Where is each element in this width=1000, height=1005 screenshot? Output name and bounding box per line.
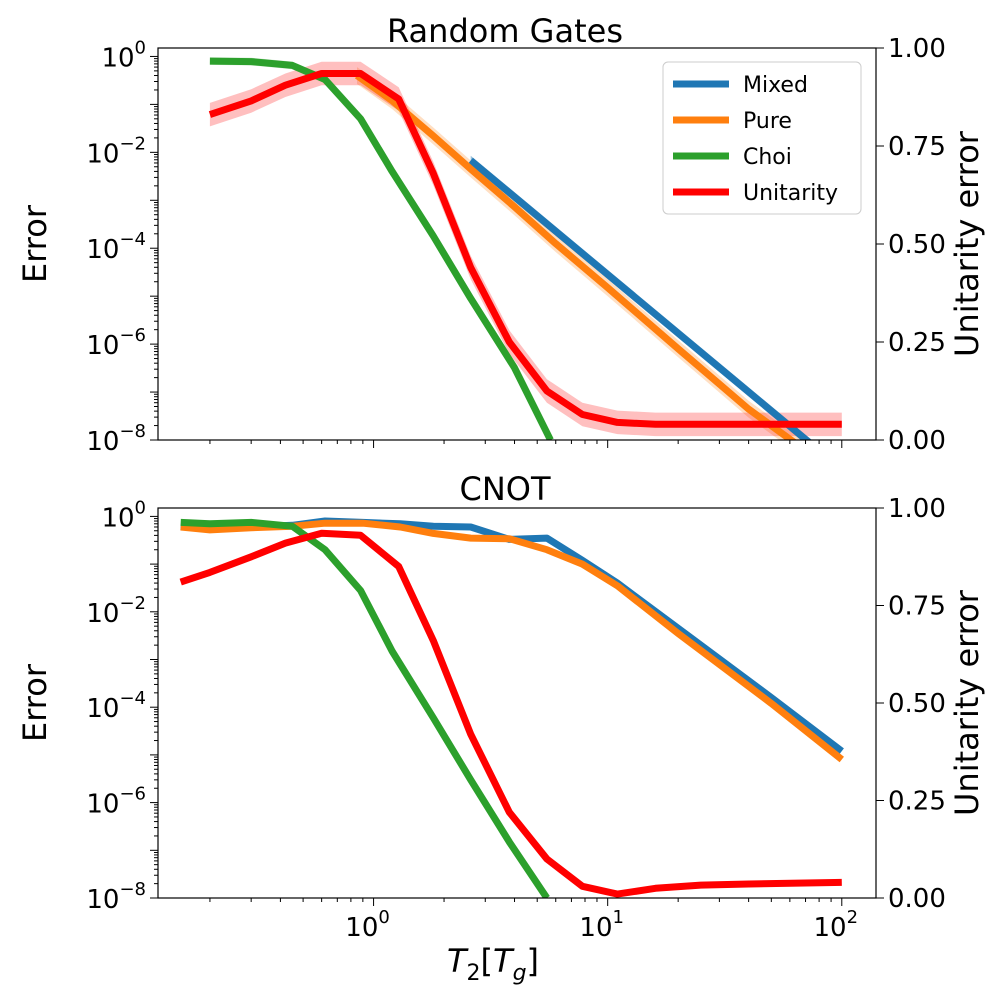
series-line-mixed [180, 517, 844, 754]
panel-title: CNOT [459, 470, 550, 508]
y-tick-label: 10−4 [86, 688, 146, 724]
y-right-tick-label: 0.00 [888, 426, 946, 456]
panel-random-gates: 100 10−2 10−4 10−6 10−8 0.00 0.25 0.50 0.75 1.00 R… [16, 12, 986, 457]
y-right-tick-label: 1.00 [888, 494, 946, 524]
y-right-tick-label: 1.00 [888, 34, 946, 64]
y-tick-label: 100 [101, 497, 146, 533]
series-line-pure [354, 72, 797, 440]
y-axis-label: Error [16, 663, 54, 742]
x-tick-label: 102 [814, 907, 859, 943]
series-line-choi [180, 518, 550, 898]
band-pure [357, 67, 803, 440]
legend-label-choi: Choi [743, 145, 792, 170]
y-tick-label: 10−2 [86, 593, 146, 629]
y-tick-label: 10−8 [86, 879, 146, 915]
y-tick-label: 10−6 [86, 784, 146, 820]
y-right-tick-label: 0.75 [888, 592, 946, 622]
x-tick-label: 100 [345, 907, 390, 943]
legend-box [662, 61, 862, 215]
y-right-tick-label: 0.75 [888, 132, 946, 162]
x-axis-label: T2[Tg] [447, 942, 539, 986]
series-line-mixed [468, 157, 812, 440]
legend-label-pure: Pure [743, 109, 792, 134]
y-axis-label-right: Unitarity error [948, 589, 986, 816]
series-line-choi [209, 57, 554, 440]
plot-area [208, 57, 842, 440]
band-mixed [470, 155, 812, 440]
y-axis-label-right: Unitarity error [948, 130, 986, 357]
panel-title: Random Gates [387, 12, 623, 50]
plot-area [179, 517, 844, 898]
y-tick-label: 100 [101, 37, 146, 73]
band-choi [209, 57, 551, 440]
y-tick-label: 10−2 [86, 133, 146, 169]
series-line-pure [180, 519, 844, 763]
legend: Mixed Pure Choi Unitarity [662, 61, 862, 215]
y-tick-label: 10−8 [86, 421, 146, 457]
y-right-tick-label: 0.00 [888, 884, 946, 914]
y-tick-label: 10−4 [86, 229, 146, 265]
legend-label-unitarity: Unitarity [743, 181, 838, 206]
y-right-tick-label: 0.50 [888, 689, 946, 719]
y-right-tick-label: 0.25 [888, 328, 946, 358]
legend-label-mixed: Mixed [743, 73, 808, 98]
y-right-tick-label: 0.25 [888, 787, 946, 817]
y-tick-label: 10−6 [86, 325, 146, 361]
x-tick-label: 101 [579, 907, 624, 943]
y-right-tick-label: 0.50 [888, 230, 946, 260]
series-line-unitarity [208, 70, 842, 428]
panel-cnot: 100 101 102 100 10−2 10−4 10−6 10−8 0.00 0.25 0.50… [16, 470, 986, 943]
series-line-unitarity [179, 529, 842, 898]
y-axis-label: Error [16, 204, 54, 283]
